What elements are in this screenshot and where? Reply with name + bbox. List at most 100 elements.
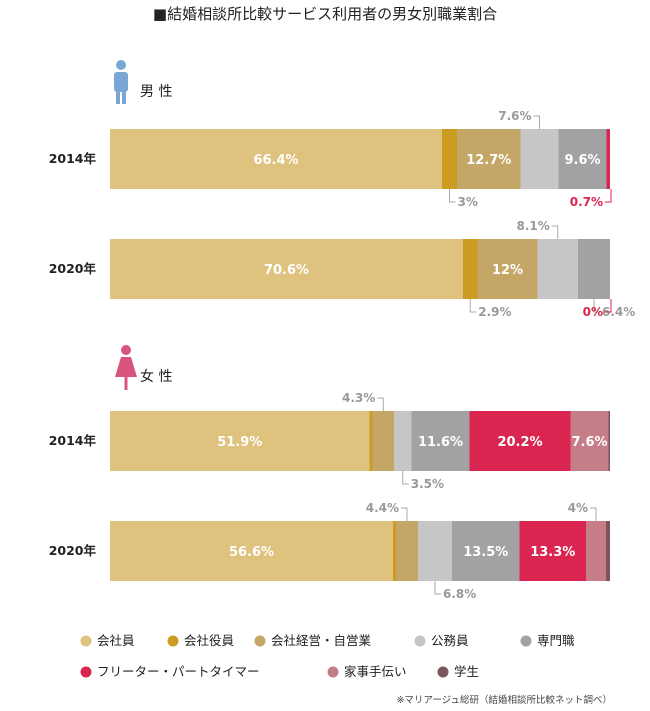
legend-label: 会社役員 — [184, 633, 235, 648]
legend-swatch — [167, 635, 179, 647]
chart-title: ■結婚相談所比較サービス利用者の男女別職業割合 — [153, 5, 497, 23]
bar-segment — [586, 521, 606, 581]
year-label: 2014年 — [49, 151, 97, 166]
legend-swatch — [414, 635, 426, 647]
leader-line — [605, 189, 612, 203]
legend-swatch — [80, 666, 92, 678]
bar-row: 2020年 56.6% 4.4% 6.8% 13.5% 13.3% 4% — [49, 501, 610, 601]
legend-item: 会社員 — [80, 633, 135, 648]
leader-line — [590, 507, 597, 521]
legend-item: 会社経営・自営業 — [254, 633, 372, 648]
legend-label: 学生 — [454, 664, 479, 679]
data-label: 3.5% — [411, 477, 444, 491]
year-label: 2020年 — [49, 543, 97, 558]
leader-line — [434, 581, 441, 595]
bar-segment — [606, 129, 610, 189]
bar-segment — [463, 239, 478, 299]
legend-label: 公務員 — [431, 633, 469, 648]
bar-segment — [519, 521, 586, 581]
bar-row: 2014年 51.9% 4.3% 3.5% 11.6% 20.2% 7.6% — [49, 391, 610, 491]
female-icon — [115, 345, 137, 390]
legend-swatch — [254, 635, 266, 647]
bar-row: 2014年 66.4% 3% 12.7% 7.6% 9.6% 0.7% — [49, 109, 612, 209]
data-label: 66.4% — [253, 153, 298, 168]
data-label: 7.6% — [571, 435, 607, 450]
leader-line — [533, 115, 540, 129]
bar-segment — [110, 521, 393, 581]
leader-line — [401, 507, 408, 521]
leader-line — [605, 299, 612, 313]
bar-segment — [608, 411, 610, 471]
bar-segment — [452, 521, 520, 581]
year-label: 2014年 — [49, 433, 97, 448]
legend-label: 会社員 — [97, 633, 135, 648]
data-label: 4.3% — [342, 391, 375, 405]
source-note: ※マリアージュ総研（結婚相談所比較ネット調べ） — [396, 694, 612, 706]
leader-line — [449, 189, 456, 203]
bar-segment — [396, 521, 418, 581]
male-icon — [114, 60, 128, 104]
bar-segment — [369, 411, 373, 471]
data-label: 2.9% — [478, 305, 511, 319]
bar-segment — [469, 411, 571, 471]
leader-line — [469, 299, 477, 313]
bar-segment — [558, 129, 607, 189]
data-label: 0.7% — [570, 195, 603, 209]
group-0: 男 性 2014年 66.4% 3% 12.7% 7.6% 9.6% 0.7% 2020年 70.… — [49, 60, 636, 319]
data-label: 0% — [583, 305, 603, 319]
bar-segment — [457, 129, 521, 189]
data-label: 4% — [568, 501, 588, 515]
legend-label: 会社経営・自営業 — [271, 633, 372, 648]
bar-segment — [578, 239, 610, 299]
data-label: 7.6% — [498, 109, 531, 123]
bar-segment — [110, 129, 442, 189]
bar-segment — [110, 411, 370, 471]
legend-item: 公務員 — [414, 633, 469, 648]
data-label: 4.4% — [366, 501, 399, 515]
bar-row: 2020年 70.6% 2.9% 12% 8.1% 6.4%0% — [49, 219, 636, 319]
bar-segment — [570, 411, 609, 471]
legend-label: 家事手伝い — [344, 664, 407, 679]
bar-segment — [477, 239, 538, 299]
bars-layer: 男 性 2014年 66.4% 3% 12.7% 7.6% 9.6% 0.7% 2020年 70.… — [49, 60, 636, 601]
group-1: 女 性 2014年 51.9% 4.3% 3.5% 11.6% 20.2% 7.6% 2020年… — [49, 345, 610, 601]
leader-line — [402, 471, 409, 485]
bar-segment — [372, 411, 394, 471]
data-label: 70.6% — [264, 263, 309, 278]
data-label: 13.5% — [463, 545, 508, 560]
data-label: 6.8% — [443, 587, 476, 601]
bar-segment — [537, 239, 578, 299]
data-label: 51.9% — [217, 435, 262, 450]
data-label: 12% — [492, 263, 523, 278]
data-label: 12.7% — [466, 153, 511, 168]
data-label: 3% — [458, 195, 478, 209]
bar-segment — [606, 521, 610, 581]
legend-label: 専門職 — [537, 633, 575, 648]
legend-swatch — [327, 666, 339, 678]
bar-segment — [393, 521, 396, 581]
legend-label: フリーター・パートタイマー — [97, 664, 260, 679]
year-label: 2020年 — [49, 261, 97, 276]
legend-item: 会社役員 — [167, 633, 235, 648]
bar-segment — [442, 129, 457, 189]
gender-label: 女 性 — [140, 368, 172, 385]
legend-swatch — [80, 635, 92, 647]
bar-segment — [418, 521, 452, 581]
legend-item: フリーター・パートタイマー — [80, 664, 260, 679]
leader-line — [377, 397, 384, 411]
data-label: 6.4% — [602, 305, 635, 319]
legend-swatch — [520, 635, 532, 647]
data-label: 56.6% — [229, 545, 274, 560]
data-label: 8.1% — [516, 219, 549, 233]
data-label: 9.6% — [564, 153, 600, 168]
leader-line — [551, 225, 559, 239]
data-label: 13.3% — [530, 545, 575, 560]
bar-segment — [411, 411, 470, 471]
bar-segment — [110, 239, 463, 299]
leader-line — [593, 299, 600, 313]
data-label: 11.6% — [418, 435, 463, 450]
bar-segment — [520, 129, 559, 189]
